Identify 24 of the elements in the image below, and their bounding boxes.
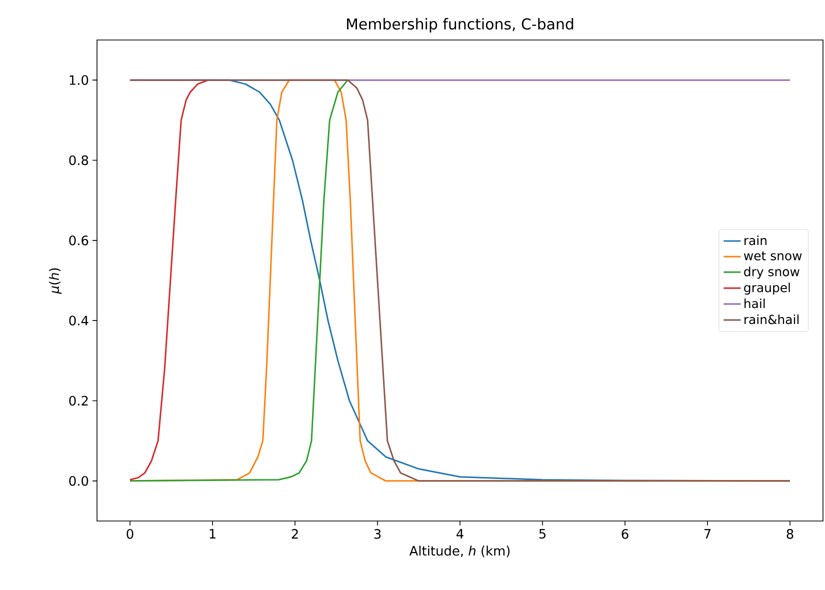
y-tick-label: 0.2 (69, 396, 88, 406)
legend-label: rain&hail (744, 314, 799, 324)
legend-label: wet snow (744, 251, 802, 260)
x-tick-label: 1 (210, 529, 216, 538)
legend-label: dry snow (744, 266, 800, 279)
y-tick-label: 0.4 (69, 316, 88, 326)
y-tick-label: 0.8 (69, 155, 88, 166)
x-tick-label: 4 (456, 529, 464, 538)
x-tick-label: 3 (374, 529, 381, 539)
x-tick-label: 2 (292, 529, 298, 539)
x-tick-label: 0 (126, 529, 134, 539)
x-tick-label: 5 (539, 529, 546, 539)
x-tick-label: 6 (622, 529, 628, 539)
legend-label: rain (744, 236, 766, 246)
x-tick-label: 8 (786, 529, 794, 539)
x-tick-label: 7 (704, 529, 711, 538)
y-axis-title: μ(h) (49, 268, 62, 294)
y-tick-label: 0.0 (69, 476, 88, 486)
y-tick-label: 0.6 (69, 236, 88, 246)
legend-label: hail (744, 298, 765, 308)
legend-label: graupel (744, 282, 790, 295)
chart-title: Membership functions, C-band (347, 18, 574, 32)
x-axis-title: Altitude, h (km) (409, 546, 510, 558)
y-tick-label: 1.0 (70, 75, 88, 85)
